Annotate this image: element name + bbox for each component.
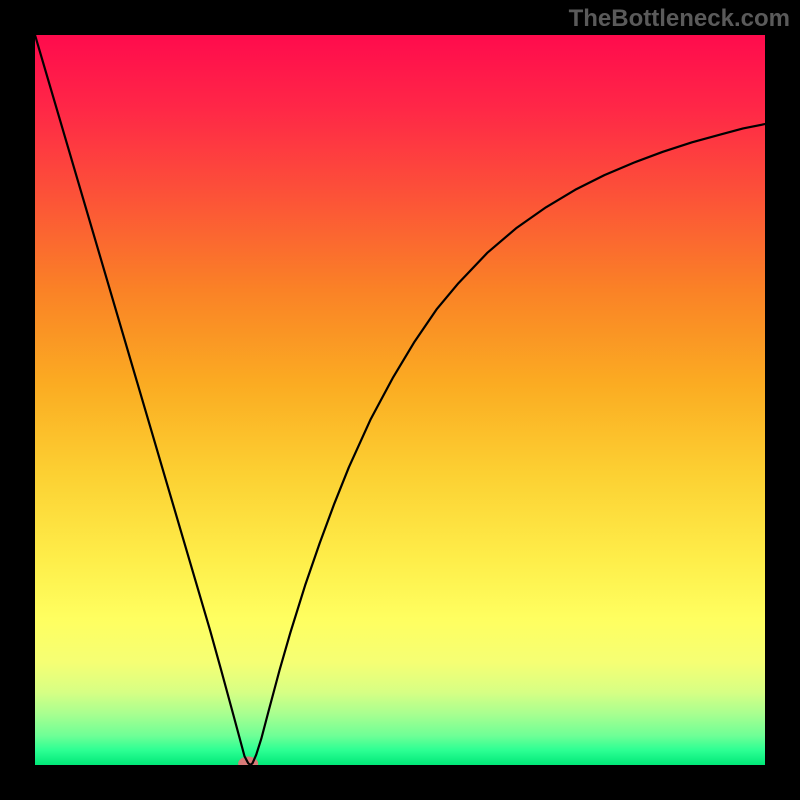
bottleneck-chart: TheBottleneck.com [0,0,800,800]
plot-area [35,35,765,771]
gradient-background [35,35,765,765]
watermark-text: TheBottleneck.com [569,5,790,32]
